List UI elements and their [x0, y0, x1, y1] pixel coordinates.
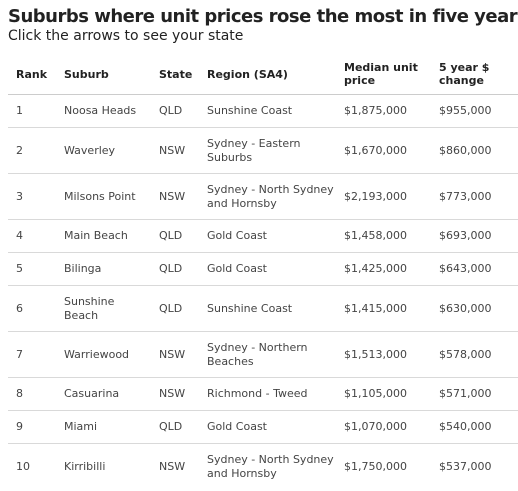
rank-cell: 8 [8, 377, 56, 411]
suburb-cell: Miami [56, 410, 151, 444]
change-cell: $578,000 [431, 331, 518, 378]
price-cell: $1,513,000 [336, 331, 431, 378]
header-median-unit-price[interactable]: Median unit price [336, 54, 431, 95]
region-cell: Sydney - Eastern Suburbs [199, 127, 336, 174]
state-cell: NSW [151, 377, 199, 411]
header-five-year-change[interactable]: 5 year $ change [431, 54, 518, 95]
suburb-cell: Bilinga [56, 252, 151, 286]
suburb-cell: Main Beach [56, 219, 151, 253]
header-rank[interactable]: Rank [8, 54, 56, 95]
header-suburb[interactable]: Suburb [56, 54, 151, 95]
price-cell: $1,875,000 [336, 94, 431, 128]
change-cell: $537,000 [439, 459, 492, 473]
state-cell: NSW [151, 331, 199, 378]
price-cell: $1,415,000 [336, 285, 431, 332]
page-subtitle: Click the arrows to see your state [8, 28, 244, 44]
change-cell: $860,000 [431, 127, 518, 174]
table-row: 10 Kirribilli NSW Sydney - North Sydney … [8, 444, 518, 490]
price-cell: $2,193,000 [336, 173, 431, 220]
state-cell: NSW [151, 127, 199, 174]
change-cell: $540,000 [431, 410, 518, 444]
header-row: Rank Suburb State Region (SA4) Median un… [8, 54, 518, 95]
price-cell: $1,070,000 [336, 410, 431, 444]
suburb-cell: Casuarina [56, 377, 151, 411]
rank-cell: 3 [8, 173, 56, 220]
region-cell: Gold Coast [199, 252, 336, 286]
region-cell: Gold Coast [199, 410, 336, 444]
change-cell: $955,000 [431, 94, 518, 128]
state-cell: QLD [151, 410, 199, 444]
table-row: 1 Noosa Heads QLD Sunshine Coast $1,875,… [8, 94, 518, 128]
change-cell: $643,000 [431, 252, 518, 286]
suburb-cell: Warriewood [56, 331, 151, 378]
table-row: 4 Main Beach QLD Gold Coast $1,458,000 $… [8, 219, 518, 253]
table-row: 5 Bilinga QLD Gold Coast $1,425,000 $643… [8, 252, 518, 286]
table-row: 2 Waverley NSW Sydney - Eastern Suburbs … [8, 127, 518, 174]
table-row: 9 Miami QLD Gold Coast $1,070,000 $540,0… [8, 410, 518, 444]
price-cell: $1,458,000 [336, 219, 431, 253]
table-header: Rank Suburb State Region (SA4) Median un… [8, 54, 518, 95]
rank-cell: 1 [8, 94, 56, 128]
rank-cell: 4 [8, 219, 56, 253]
suburb-cell: Milsons Point [56, 173, 151, 220]
suburb-cell: Waverley [56, 127, 151, 174]
rank-cell: 6 [8, 285, 56, 332]
rank-cell: 10 [16, 459, 30, 473]
region-cell: Sydney - Northern Beaches [199, 331, 336, 378]
table-row: 8 Casuarina NSW Richmond - Tweed $1,105,… [8, 377, 518, 411]
state-cell: QLD [151, 94, 199, 128]
region-cell: Sydney - North Sydney and Hornsby [207, 452, 334, 480]
price-cell: $1,425,000 [336, 252, 431, 286]
table-body: 1 Noosa Heads QLD Sunshine Coast $1,875,… [8, 94, 518, 490]
state-cell: QLD [151, 285, 199, 332]
region-cell: Richmond - Tweed [199, 377, 336, 411]
header-region[interactable]: Region (SA4) [199, 54, 336, 95]
change-cell: $693,000 [431, 219, 518, 253]
price-cell: $1,105,000 [336, 377, 431, 411]
state-cell: NSW [159, 459, 186, 473]
region-cell: Sunshine Coast [199, 94, 336, 128]
change-cell: $630,000 [431, 285, 518, 332]
price-cell: $1,670,000 [336, 127, 431, 174]
state-cell: QLD [151, 219, 199, 253]
change-cell: $773,000 [431, 173, 518, 220]
suburb-cell: Noosa Heads [56, 94, 151, 128]
rank-cell: 5 [8, 252, 56, 286]
region-cell: Gold Coast [199, 219, 336, 253]
table-row: 3 Milsons Point NSW Sydney - North Sydne… [8, 173, 518, 220]
suburb-price-table: Rank Suburb State Region (SA4) Median un… [8, 54, 518, 489]
suburb-cell: Sunshine Beach [56, 285, 151, 332]
table-row: 6 Sunshine Beach QLD Sunshine Coast $1,4… [8, 285, 518, 332]
state-cell: NSW [151, 173, 199, 220]
price-cell: $1,750,000 [344, 459, 407, 473]
region-cell: Sunshine Coast [199, 285, 336, 332]
rank-cell: 7 [8, 331, 56, 378]
header-state[interactable]: State [151, 54, 199, 95]
rank-cell: 2 [8, 127, 56, 174]
change-cell: $571,000 [431, 377, 518, 411]
page-title: Suburbs where unit prices rose the most … [8, 6, 518, 27]
suburb-cell: Kirribilli [64, 459, 106, 473]
region-cell: Sydney - North Sydney and Hornsby [199, 173, 336, 220]
state-cell: QLD [151, 252, 199, 286]
table-row: 7 Warriewood NSW Sydney - Northern Beach… [8, 331, 518, 378]
rank-cell: 9 [8, 410, 56, 444]
